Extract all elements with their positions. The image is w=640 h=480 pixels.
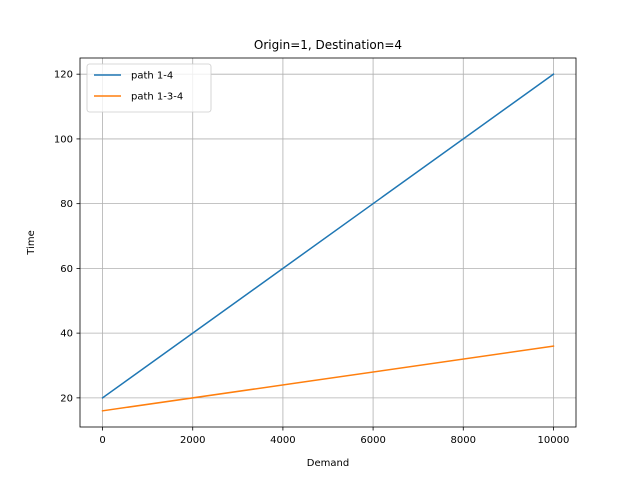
- legend-label-2: path 1-3-4: [131, 92, 183, 103]
- y-tick-label: 60: [60, 264, 73, 275]
- grid-lines: [80, 58, 576, 427]
- x-tick-label: 8000: [451, 435, 476, 446]
- y-tick-label: 40: [60, 329, 73, 340]
- y-axis-label: Time: [26, 230, 37, 255]
- plot-area-frame: [79, 57, 577, 428]
- x-tick-label: 6000: [360, 435, 385, 446]
- axis-ticks: 0 2000 4000 6000 8000 10000 20 40 60 80 100 120: [54, 70, 569, 446]
- x-tick-label: 10000: [538, 435, 570, 446]
- x-axis-label: Demand: [307, 458, 349, 469]
- x-tick-label: 2000: [180, 435, 205, 446]
- x-tick-label: 0: [99, 435, 105, 446]
- legend-label-1: path 1-4: [131, 71, 173, 82]
- series-line-1: [101, 73, 555, 399]
- y-tick-label: 120: [54, 70, 73, 81]
- y-tick-label: 80: [60, 199, 73, 210]
- series-line-2: [101, 345, 555, 412]
- y-tick-label: 20: [60, 393, 73, 404]
- series-lines: [101, 73, 555, 412]
- x-tick-label: 4000: [270, 435, 295, 446]
- chart-title: Origin=1, Destination=4: [254, 38, 402, 52]
- y-tick-label: 100: [54, 134, 73, 145]
- legend-box: [86, 63, 212, 113]
- legend: path 1-4 path 1-3-4: [86, 63, 212, 113]
